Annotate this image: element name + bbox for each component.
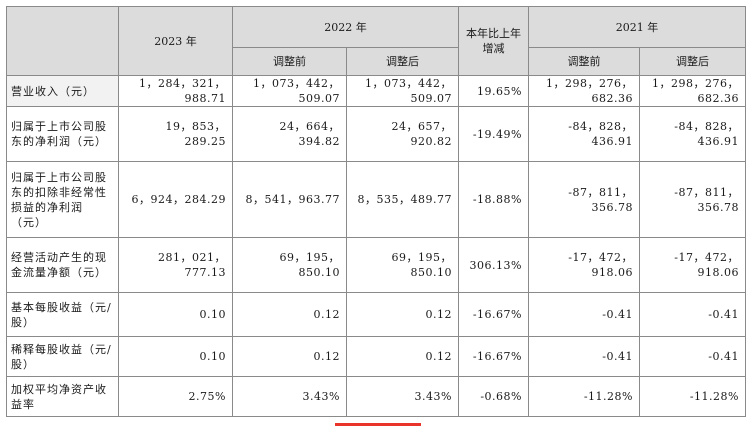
cell-2022-before: 8，541，963.77: [232, 161, 347, 238]
cell-2021-after: -84，828，436.91: [639, 106, 746, 162]
cell-change: -16.67%: [458, 336, 529, 377]
cell-2023: 2.75%: [118, 376, 233, 417]
cell-2022-after: 1，073，442，509.07: [346, 75, 459, 107]
cell-2021-before: -84，828，436.91: [528, 106, 640, 162]
cell-2021-after: -17，472，918.06: [639, 237, 746, 293]
row-label: 归属于上市公司股东的扣除非经常性损益的净利润（元）: [6, 161, 119, 238]
cell-change: -18.88%: [458, 161, 529, 238]
cell-change: -19.49%: [458, 106, 529, 162]
cell-change: 19.65%: [458, 75, 529, 107]
header-2023: 2023 年: [118, 6, 233, 76]
cell-2023: 19，853，289.25: [118, 106, 233, 162]
row-label: 经营活动产生的现金流量净额（元）: [6, 237, 119, 293]
cell-change: 306.13%: [458, 237, 529, 293]
table-row: 基本每股收益（元/股） 0.10 0.12 0.12 -16.67% -0.41…: [6, 292, 746, 337]
cell-2021-before: -11.28%: [528, 376, 640, 417]
financial-summary-table-wrapper: 2023 年 2022 年 本年比上年增减 2021 年 调整前 调整后 调整前…: [6, 6, 746, 417]
row-label: 基本每股收益（元/股）: [6, 292, 119, 337]
row-label: 归属于上市公司股东的净利润（元）: [6, 106, 119, 162]
table-row: 营业收入（元） 1，284，321，988.71 1，073，442，509.0…: [6, 75, 746, 107]
header-2022-before: 调整前: [232, 47, 347, 76]
table-row: 归属于上市公司股东的净利润（元） 19，853，289.25 24，664，39…: [6, 106, 746, 162]
cell-2022-before: 0.12: [232, 336, 347, 377]
header-2021-before: 调整前: [528, 47, 640, 76]
cell-2023: 1，284，321，988.71: [118, 75, 233, 107]
cell-2023: 0.10: [118, 336, 233, 377]
cell-2023: 0.10: [118, 292, 233, 337]
cell-2022-after: 0.12: [346, 292, 459, 337]
cell-2023: 6，924，284.29: [118, 161, 233, 238]
row-label: 营业收入（元）: [6, 75, 119, 107]
header-2021: 2021 年: [528, 6, 746, 48]
cell-2022-after: 69，195，850.10: [346, 237, 459, 293]
cell-2022-after: 24，657，920.82: [346, 106, 459, 162]
cell-2021-before: -87，811，356.78: [528, 161, 640, 238]
cell-2022-before: 0.12: [232, 292, 347, 337]
cell-2022-after: 8，535，489.77: [346, 161, 459, 238]
cell-change: -16.67%: [458, 292, 529, 337]
row-label: 加权平均净资产收益率: [6, 376, 119, 417]
cell-2022-after: 0.12: [346, 336, 459, 377]
header-empty-cell: [6, 6, 119, 76]
cell-2022-before: 69，195，850.10: [232, 237, 347, 293]
cell-change: -0.68%: [458, 376, 529, 417]
cell-2021-before: -17，472，918.06: [528, 237, 640, 293]
cell-2021-before: -0.41: [528, 292, 640, 337]
scroll-indicator-bar: [335, 423, 421, 426]
cell-2021-before: 1，298，276，682.36: [528, 75, 640, 107]
cell-2021-before: -0.41: [528, 336, 640, 377]
header-change: 本年比上年增减: [458, 6, 529, 76]
header-2022-after: 调整后: [346, 47, 459, 76]
cell-2022-before: 1，073，442，509.07: [232, 75, 347, 107]
header-2022: 2022 年: [232, 6, 459, 48]
cell-2022-before: 24，664，394.82: [232, 106, 347, 162]
cell-2021-after: -87，811，356.78: [639, 161, 746, 238]
table-row: 经营活动产生的现金流量净额（元） 281，021，777.13 69，195，8…: [6, 237, 746, 293]
header-row-sub: 调整前 调整后 调整前 调整后: [7, 47, 746, 76]
financial-summary-table: 2023 年 2022 年 本年比上年增减 2021 年 调整前 调整后 调整前…: [6, 6, 746, 417]
header-row-top: 2023 年 2022 年 本年比上年增减 2021 年: [6, 6, 746, 76]
table-row: 稀释每股收益（元/股） 0.10 0.12 0.12 -16.67% -0.41…: [6, 336, 746, 377]
row-label: 稀释每股收益（元/股）: [6, 336, 119, 377]
cell-2022-after: 3.43%: [346, 376, 459, 417]
cell-2021-after: -0.41: [639, 292, 746, 337]
cell-2021-after: -0.41: [639, 336, 746, 377]
header-2021-after: 调整后: [639, 47, 746, 76]
cell-2022-before: 3.43%: [232, 376, 347, 417]
cell-2021-after: 1，298，276，682.36: [639, 75, 746, 107]
table-row: 归属于上市公司股东的扣除非经常性损益的净利润（元） 6，924，284.29 8…: [6, 161, 746, 238]
table-row: 加权平均净资产收益率 2.75% 3.43% 3.43% -0.68% -11.…: [6, 376, 746, 417]
cell-2021-after: -11.28%: [639, 376, 746, 417]
cell-2023: 281，021，777.13: [118, 237, 233, 293]
